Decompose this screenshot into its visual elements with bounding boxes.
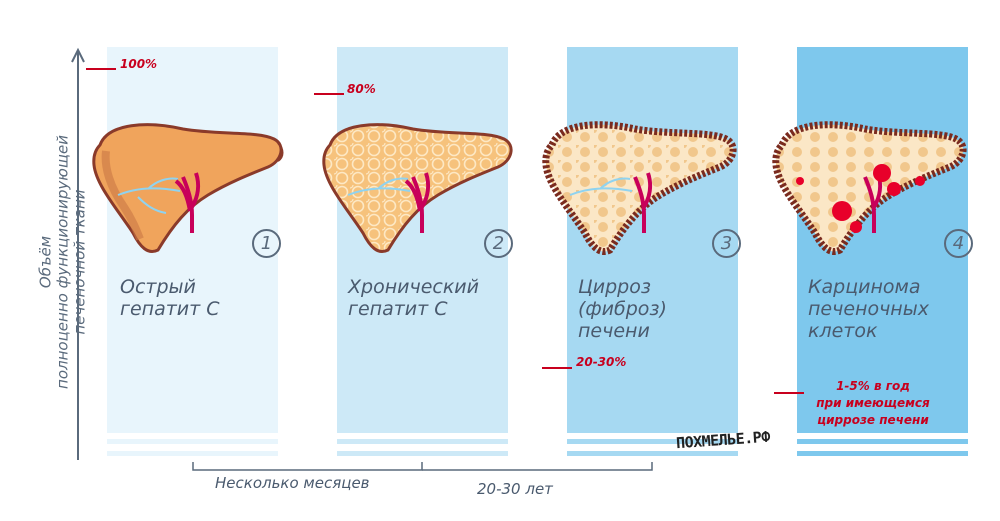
percent-marker-line-4	[774, 392, 804, 394]
timeline-label-years: 20-30 лет	[477, 480, 553, 498]
stage-label-2: Хронический гепатит С	[348, 276, 480, 320]
stage-stripe	[107, 451, 278, 456]
percent-marker-line-2	[314, 93, 344, 95]
stage-label-4: Карцинома печеночных клеток	[808, 276, 929, 342]
stage-stripe	[337, 451, 508, 456]
percent-marker-3: 20-30%	[576, 355, 627, 369]
stage-stripe	[337, 439, 508, 444]
stage-stripe	[797, 439, 968, 444]
liver-acute-hepatitis	[92, 123, 284, 253]
liver-cirrhosis	[542, 121, 737, 255]
stage-stripe	[797, 451, 968, 456]
percent-marker-2: 80%	[347, 82, 376, 96]
liver-chronic-hepatitis	[322, 123, 513, 253]
stage-number-1: 1	[252, 229, 281, 258]
stage-label-1: Острый гепатит С	[120, 276, 220, 320]
percent-marker-line-3	[542, 367, 572, 369]
carcinoma-note: 1-5% в год при имеющемся циррозе печени	[816, 379, 930, 427]
percent-marker-line-1	[86, 68, 116, 70]
stage-number-4: 4	[944, 229, 973, 258]
stage-number-2: 2	[484, 229, 513, 258]
stage-stripe	[107, 439, 278, 444]
stage-label-3: Цирроз (фиброз) печени	[578, 276, 667, 342]
timeline-label-months: Несколько месяцев	[215, 474, 370, 492]
stage-stripe	[567, 451, 738, 456]
stage-stripe	[567, 439, 738, 444]
percent-marker-1: 100%	[120, 57, 158, 71]
liver-carcinoma	[772, 121, 967, 255]
stage-number-3: 3	[712, 229, 741, 258]
